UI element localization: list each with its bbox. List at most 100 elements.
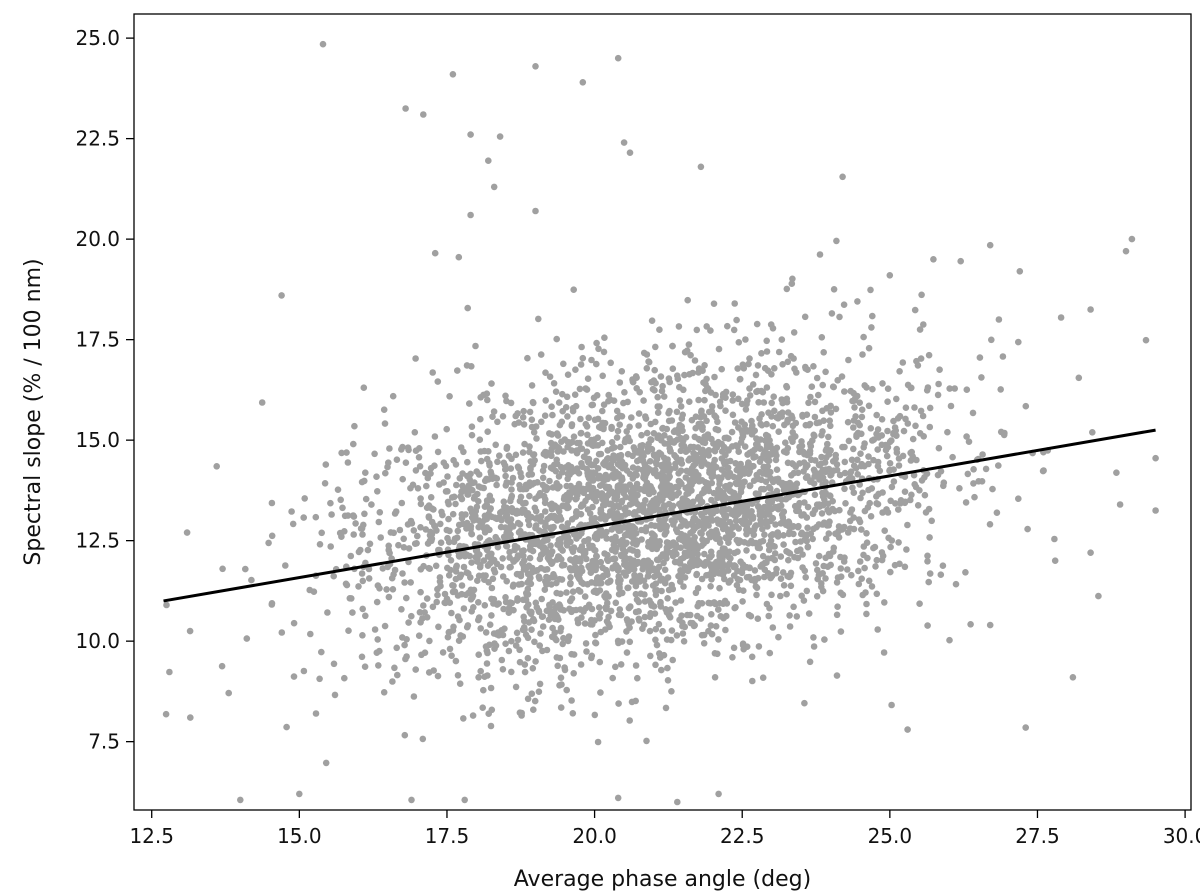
scatter-point	[848, 571, 855, 579]
scatter-point	[444, 488, 451, 495]
scatter-point	[995, 316, 1003, 323]
scatter-point	[766, 649, 774, 657]
scatter-point	[570, 531, 578, 538]
scatter-point	[584, 472, 592, 480]
scatter-point	[957, 257, 964, 265]
scatter-point	[903, 546, 910, 553]
scatter-point	[506, 599, 514, 606]
scatter-point	[678, 536, 686, 544]
scatter-point	[481, 503, 489, 511]
scatter-point	[684, 498, 691, 505]
scatter-point	[738, 400, 746, 408]
scatter-point	[755, 643, 763, 650]
scatter-point	[426, 537, 434, 545]
scatter-point	[643, 479, 651, 487]
scatter-point	[288, 508, 295, 515]
scatter-point	[163, 601, 170, 609]
scatter-point	[514, 554, 521, 562]
scatter-point	[300, 514, 308, 521]
scatter-point	[896, 368, 903, 375]
scatter-point	[758, 411, 765, 418]
scatter-point	[565, 496, 572, 504]
scatter-point	[873, 556, 881, 564]
scatter-point	[1022, 724, 1029, 731]
scatter-point	[749, 513, 757, 521]
scatter-point	[166, 668, 173, 676]
scatter-point	[801, 699, 808, 707]
scatter-point	[553, 456, 560, 464]
scatter-point	[935, 444, 943, 452]
scatter-point	[804, 503, 812, 511]
scatter-point	[563, 482, 570, 490]
scatter-point	[655, 432, 662, 439]
scatter-point	[532, 522, 540, 529]
scatter-point	[1015, 338, 1022, 346]
scatter-point	[548, 448, 555, 455]
scatter-point	[699, 454, 706, 462]
scatter-point	[825, 530, 833, 537]
scatter-point	[911, 404, 918, 411]
scatter-point	[858, 526, 865, 533]
scatter-point	[1089, 429, 1096, 436]
scatter-point	[775, 503, 783, 510]
scatter-point	[798, 592, 805, 600]
scatter-point	[452, 500, 459, 508]
scatter-point	[457, 444, 465, 451]
scatter-point	[745, 611, 753, 619]
scatter-point	[458, 511, 466, 518]
scatter-point	[837, 565, 845, 572]
scatter-point	[344, 459, 352, 466]
scatter-point	[819, 381, 826, 389]
scatter-point	[775, 633, 782, 641]
scatter-point	[777, 575, 785, 582]
scatter-point	[242, 565, 249, 573]
scatter-point	[902, 404, 910, 412]
scatter-point	[488, 513, 496, 521]
scatter-point	[513, 510, 520, 517]
scatter-point	[899, 359, 907, 366]
y-tick-label: 7.5	[88, 730, 120, 754]
scatter-point	[599, 439, 606, 447]
scatter-point	[402, 459, 410, 467]
scatter-point	[611, 444, 618, 451]
scatter-point	[405, 619, 412, 626]
scatter-point	[475, 674, 482, 681]
scatter-point	[681, 574, 689, 581]
plot-frame	[133, 13, 1192, 811]
scatter-point	[464, 458, 471, 466]
scatter-point	[663, 636, 671, 643]
scatter-point	[600, 460, 607, 468]
scatter-point	[761, 531, 768, 538]
scatter-point	[743, 547, 750, 554]
scatter-point	[758, 509, 766, 517]
scatter-point	[703, 417, 710, 425]
scatter-point	[528, 690, 536, 697]
scatter-point	[571, 391, 579, 399]
scatter-point	[715, 606, 722, 613]
scatter-point	[688, 553, 696, 561]
scatter-point	[652, 625, 660, 633]
scatter-point	[446, 527, 453, 535]
scatter-point	[664, 595, 671, 602]
scatter-point	[589, 484, 597, 492]
scatter-point	[759, 674, 767, 681]
scatter-point	[864, 504, 872, 511]
scatter-point	[365, 575, 373, 582]
scatter-point	[733, 316, 740, 324]
scatter-point	[740, 587, 747, 594]
scatter-point	[454, 672, 462, 679]
scatter-point	[487, 722, 495, 730]
scatter-point	[705, 487, 713, 495]
scatter-point	[447, 557, 455, 564]
scatter-point	[755, 399, 762, 406]
scatter-point	[870, 436, 878, 444]
scatter-point	[633, 596, 641, 603]
scatter-point	[895, 462, 903, 469]
scatter-point	[532, 63, 539, 70]
scatter-point	[649, 582, 657, 589]
scatter-point	[887, 568, 894, 576]
scatter-point	[602, 626, 609, 633]
scatter-point	[707, 533, 714, 541]
scatter-point	[731, 300, 738, 307]
scatter-point	[557, 674, 565, 681]
